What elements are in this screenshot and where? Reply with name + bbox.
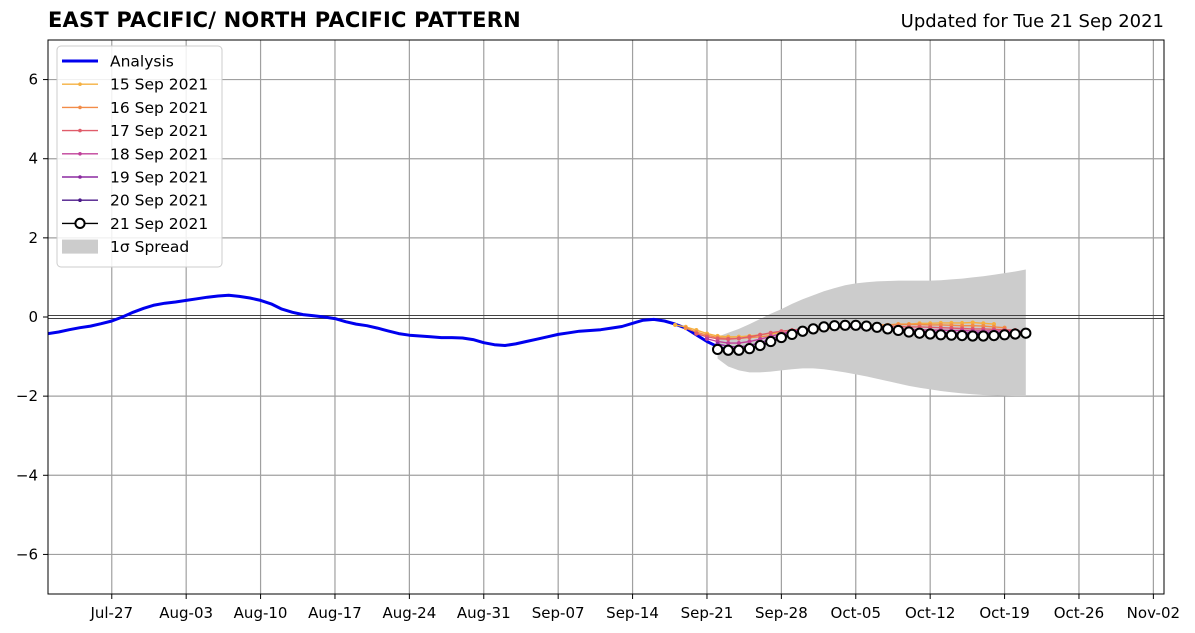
forecast-point (956, 329, 968, 342)
legend-marker (78, 82, 82, 86)
legend-box (56, 45, 223, 268)
series-layer (48, 293, 1032, 356)
y-tick-label: 2 (28, 229, 38, 247)
forecast-point (998, 329, 1011, 341)
forecast-point (1009, 328, 1021, 340)
legend-marker (78, 128, 82, 133)
forecast-point (736, 341, 741, 346)
x-tick-label: Aug-03 (159, 604, 213, 622)
y-tick-label: −2 (16, 387, 38, 405)
forecast-point (988, 329, 1000, 342)
forecast-point (722, 344, 734, 356)
x-tick-label: Sep-28 (755, 604, 808, 622)
legend-label: Analysis (110, 53, 174, 71)
x-tick-label: Aug-31 (457, 604, 511, 622)
forecast-point (945, 329, 958, 341)
legend-label: 21 Sep 2021 (110, 215, 208, 233)
forecast-point (726, 337, 731, 342)
forecast-point (797, 325, 809, 337)
forecast-point (747, 334, 752, 339)
forecast-point (765, 335, 777, 348)
forecast-point (935, 329, 947, 341)
legend-marker (78, 198, 82, 202)
y-tick-label: −6 (16, 545, 38, 563)
legend-swatch (62, 239, 98, 254)
legend-marker (74, 217, 86, 229)
forecast-point (839, 319, 851, 331)
legend-label: 20 Sep 2021 (110, 192, 208, 210)
legend-label: 1σ Spread (110, 238, 189, 256)
x-tick-label: Aug-24 (382, 604, 436, 622)
forecast-point (977, 330, 989, 342)
forecast-point (828, 320, 841, 332)
forecast-point (882, 323, 894, 335)
x-tick-label: Aug-17 (308, 604, 362, 622)
forecast-point (913, 327, 926, 339)
y-tick-label: 6 (28, 71, 38, 89)
x-tick-label: Sep-07 (532, 604, 585, 622)
forecast-point (733, 344, 745, 356)
legend-label: 16 Sep 2021 (110, 99, 208, 117)
legend-label: 15 Sep 2021 (110, 76, 208, 94)
forecast-point (807, 323, 819, 335)
axes: Jul-27 Aug-03 Aug-10 Aug-17 Aug-24 Aug-31 Sep-… (16, 39, 1180, 622)
forecast-point (818, 321, 830, 333)
forecast-point (758, 332, 763, 337)
forecast-point (850, 319, 862, 331)
forecast-point (768, 330, 773, 335)
forecast-point (743, 343, 756, 355)
legend-label: 18 Sep 2021 (110, 145, 208, 163)
forecast-point (903, 326, 915, 338)
x-tick-label: Sep-14 (606, 604, 659, 622)
y-tick-label: −4 (16, 466, 38, 484)
legend-marker (78, 175, 82, 179)
x-tick-label: Sep-21 (681, 604, 734, 622)
forecast-point (871, 321, 883, 333)
grid (48, 40, 1164, 594)
forecast-point (747, 339, 752, 344)
x-tick-label: Nov-02 (1127, 604, 1180, 622)
forecast-point (704, 336, 710, 341)
updated-date: Updated for Tue 21 Sep 2021 (900, 11, 1164, 32)
x-tick-label: Oct-05 (831, 604, 881, 622)
forecast-point (672, 322, 678, 328)
forecast-point (754, 339, 766, 352)
forecast-point (1020, 327, 1032, 339)
x-tick-label: Oct-26 (1054, 604, 1104, 622)
legend-label: 19 Sep 2021 (110, 169, 208, 187)
forecast-point (786, 328, 798, 341)
x-tick-label: Jul-27 (89, 604, 133, 622)
legend-label: 17 Sep 2021 (110, 122, 208, 140)
y-tick-label: 0 (28, 308, 38, 326)
forecast-point (694, 331, 699, 336)
legend: Analysis 15 Sep 2021 16 Sep 2021 17 Sep 202… (56, 45, 223, 268)
forecast-point (775, 331, 787, 344)
zero-line-layer (48, 315, 1164, 319)
chart-title: EAST PACIFIC/ NORTH PACIFIC PATTERN (48, 8, 521, 32)
y-tick-label: 4 (28, 150, 38, 168)
spread-layer (717, 269, 1026, 397)
forecast-point (683, 325, 688, 331)
forecast-point (892, 324, 904, 337)
plot-frame (47, 39, 1165, 595)
analysis-line (48, 293, 729, 353)
forecast-point (712, 343, 724, 356)
legend-marker (78, 105, 82, 110)
forecast-point (924, 328, 936, 340)
legend-marker (78, 152, 82, 156)
spread-band (717, 269, 1026, 397)
forecast-point (860, 320, 873, 332)
forecast-point (736, 336, 741, 341)
x-tick-label: Oct-12 (905, 604, 955, 622)
x-tick-label: Oct-19 (979, 604, 1029, 622)
x-tick-label: Aug-10 (234, 604, 288, 622)
forecast-point (967, 330, 979, 342)
